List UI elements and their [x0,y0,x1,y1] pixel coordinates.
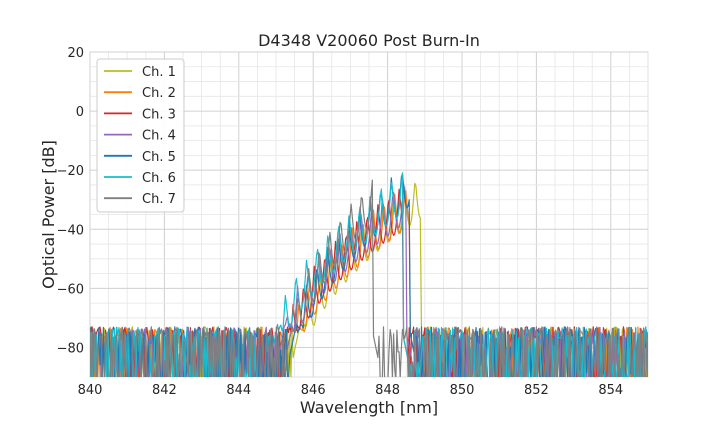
x-tick-label: 848 [375,383,400,398]
legend-box [96,58,185,213]
legend: Ch. 1 Ch. 2 Ch. 3 Ch. 4 Ch. 5 Ch. 6 Ch. 7 [96,58,185,213]
y-tick-label: −40 [57,223,84,238]
y-tick-label: 20 [67,46,84,61]
y-tick-label: 0 [76,105,84,120]
legend-label: Ch. 1 [142,65,176,80]
series-line-ch-7 [90,179,648,377]
legend-label: Ch. 3 [142,107,176,122]
legend-label: Ch. 2 [142,86,176,101]
x-tick-label: 852 [524,383,549,398]
y-tick-label: −60 [57,282,84,297]
series-group [90,172,648,377]
tick-labels: 840 842 844 846 848 850 852 854 20 0 −20 −40 −60 −80 [57,46,624,398]
x-tick-label: 850 [450,383,475,398]
x-axis-label: Wavelength [nm] [300,398,438,417]
x-tick-label: 842 [152,383,177,398]
legend-label: Ch. 7 [142,192,176,207]
legend-label: Ch. 5 [142,150,176,165]
x-tick-label: 854 [598,383,623,398]
x-tick-label: 844 [226,383,251,398]
chart-title: D4348 V20060 Post Burn-In [258,31,480,50]
x-tick-label: 840 [78,383,103,398]
x-tick-label: 846 [301,383,326,398]
y-axis-label: Optical Power [dB] [39,140,58,289]
legend-label: Ch. 4 [142,129,176,144]
y-tick-label: −80 [57,341,84,356]
legend-label: Ch. 6 [142,171,176,186]
y-tick-label: −20 [57,164,84,179]
